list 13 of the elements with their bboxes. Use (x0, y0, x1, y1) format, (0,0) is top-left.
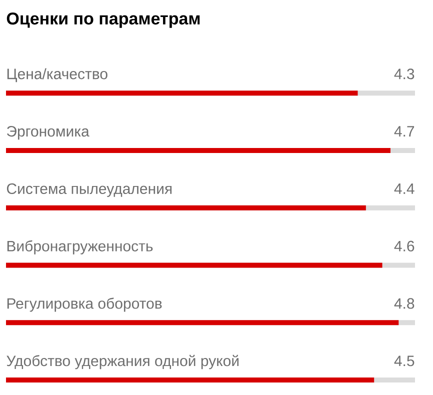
data-label: 4.3 (394, 68, 414, 80)
y-tick-label: Эргономика (6, 126, 90, 140)
data-label: 4.7 (394, 126, 414, 136)
y-tick-label: Цена/качество (7, 68, 108, 82)
data-label: 4.4 (394, 184, 414, 194)
data-label: 4.8 (394, 298, 414, 309)
y-tick-label: Система пылеудаления (6, 183, 172, 197)
data-label: 4.6 (394, 240, 414, 252)
chart-title: Оценки по параметрам (6, 12, 200, 28)
y-tick-label: Удобство удержания одной рукой (6, 354, 239, 370)
y-tick-label: Вибронагруженность (7, 240, 153, 254)
data-label: 4.5 (394, 356, 414, 366)
y-tick-label: Регулировка оборотов (7, 298, 162, 312)
